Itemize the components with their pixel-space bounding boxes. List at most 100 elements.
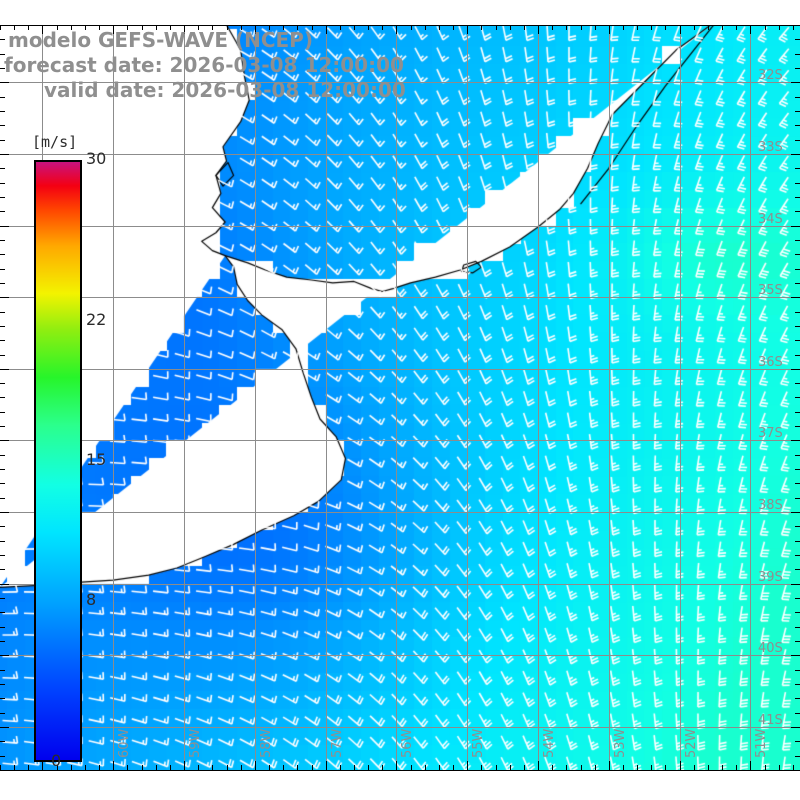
- minor-tick: [651, 25, 652, 30]
- minor-tick: [795, 254, 800, 255]
- minor-tick: [694, 765, 695, 770]
- minor-tick: [708, 25, 709, 30]
- minor-tick: [411, 765, 412, 770]
- minor-tick: [795, 756, 800, 757]
- minor-tick: [795, 598, 800, 599]
- minor-tick: [0, 569, 5, 570]
- major-tick: [255, 25, 256, 34]
- map-plot-area[interactable]: [0, 25, 800, 770]
- minor-tick: [765, 765, 766, 770]
- gridline-lat-35S: [0, 297, 800, 298]
- minor-tick: [0, 125, 5, 126]
- minor-tick: [297, 25, 298, 30]
- major-tick: [791, 154, 800, 155]
- major-tick: [113, 25, 114, 34]
- colorbar-gradient[interactable]: [34, 160, 82, 762]
- minor-tick: [795, 426, 800, 427]
- lon-tick-label-52W: 52W: [683, 728, 699, 758]
- major-tick: [609, 25, 610, 34]
- minor-tick: [496, 25, 497, 30]
- minor-tick: [170, 765, 171, 770]
- minor-tick: [0, 426, 5, 427]
- gridline-lat-38S: [0, 512, 800, 513]
- major-tick: [0, 655, 9, 656]
- minor-tick: [142, 765, 143, 770]
- major-tick: [255, 761, 256, 770]
- gridline-lon-59W: [184, 25, 185, 770]
- minor-tick: [623, 765, 624, 770]
- minor-tick: [779, 25, 780, 30]
- minor-tick: [496, 765, 497, 770]
- major-tick: [0, 584, 9, 585]
- minor-tick: [382, 25, 383, 30]
- gridline-lat-32S: [0, 82, 800, 83]
- minor-tick: [0, 140, 5, 141]
- major-tick: [791, 369, 800, 370]
- minor-tick: [425, 25, 426, 30]
- lat-tick-label-38S: 38S: [758, 498, 783, 514]
- major-tick: [184, 761, 185, 770]
- minor-tick: [795, 483, 800, 484]
- minor-tick: [283, 765, 284, 770]
- major-tick: [0, 82, 9, 83]
- major-tick: [184, 25, 185, 34]
- minor-tick: [57, 25, 58, 30]
- minor-tick: [0, 254, 5, 255]
- major-tick: [750, 25, 751, 34]
- minor-tick: [795, 125, 800, 126]
- major-tick: [0, 727, 9, 728]
- minor-tick: [411, 25, 412, 30]
- minor-tick: [722, 765, 723, 770]
- minor-tick: [297, 765, 298, 770]
- minor-tick: [382, 765, 383, 770]
- minor-tick: [170, 25, 171, 30]
- lon-tick-label-57W: 57W: [329, 728, 345, 758]
- major-tick: [791, 512, 800, 513]
- minor-tick: [0, 612, 5, 613]
- minor-tick: [481, 765, 482, 770]
- minor-tick: [795, 741, 800, 742]
- minor-tick: [269, 765, 270, 770]
- minor-tick: [795, 412, 800, 413]
- minor-tick: [0, 326, 5, 327]
- minor-tick: [212, 765, 213, 770]
- minor-tick: [736, 25, 737, 30]
- gridline-lat-33S: [0, 154, 800, 155]
- minor-tick: [795, 197, 800, 198]
- minor-tick: [795, 526, 800, 527]
- minor-tick: [0, 713, 5, 714]
- minor-tick: [0, 211, 5, 212]
- lat-tick-label-36S: 36S: [758, 354, 783, 370]
- minor-tick: [354, 765, 355, 770]
- minor-tick: [0, 741, 5, 742]
- lat-tick-label-32S: 32S: [758, 68, 783, 84]
- minor-tick: [566, 765, 567, 770]
- frame-top: [0, 25, 800, 26]
- minor-tick: [354, 25, 355, 30]
- minor-tick: [85, 25, 86, 30]
- minor-tick: [795, 670, 800, 671]
- minor-tick: [793, 25, 794, 30]
- minor-tick: [722, 25, 723, 30]
- frame-bottom: [0, 770, 800, 771]
- colorbar-units-label: [m/s]: [32, 133, 78, 151]
- minor-tick: [0, 541, 5, 542]
- gridline-lon-52W: [680, 25, 681, 770]
- minor-tick: [795, 698, 800, 699]
- minor-tick: [0, 383, 5, 384]
- minor-tick: [651, 765, 652, 770]
- top-axis-ticks: [0, 25, 800, 35]
- minor-tick: [795, 54, 800, 55]
- minor-tick: [0, 54, 5, 55]
- minor-tick: [795, 469, 800, 470]
- minor-tick: [795, 111, 800, 112]
- minor-tick: [623, 25, 624, 30]
- major-tick: [42, 761, 43, 770]
- minor-tick: [595, 25, 596, 30]
- minor-tick: [637, 25, 638, 30]
- gridline-lat-39S: [0, 584, 800, 585]
- minor-tick: [340, 25, 341, 30]
- major-tick: [791, 226, 800, 227]
- minor-tick: [71, 765, 72, 770]
